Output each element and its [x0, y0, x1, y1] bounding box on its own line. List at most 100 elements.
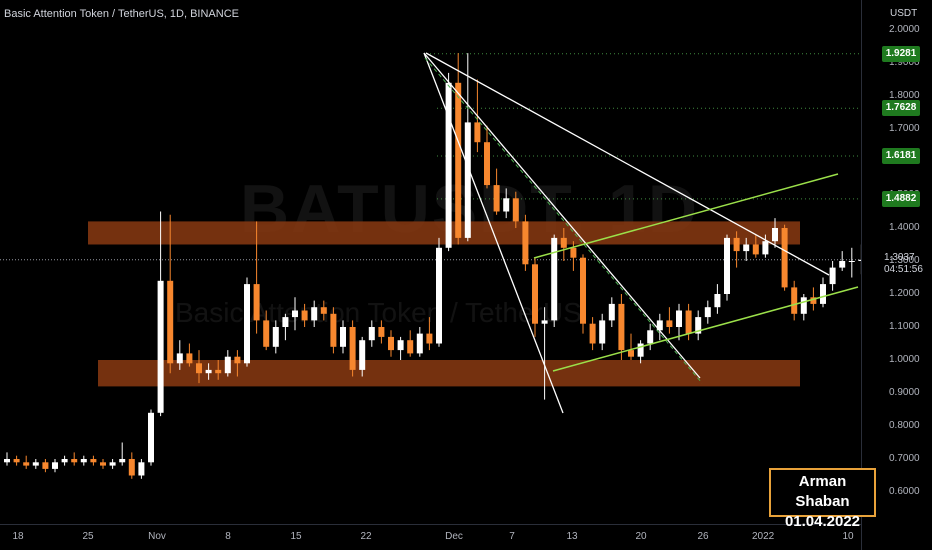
candle-body [695, 317, 702, 334]
candle-body [359, 340, 366, 370]
candle-body [618, 303, 625, 351]
date-axis[interactable]: 18 25 Nov 8 15 22 Dec 7 13 20 26 2022 10 [0, 524, 861, 550]
candle-body [781, 228, 788, 288]
candle-body [397, 340, 404, 351]
date-tick-label: 8 [225, 531, 231, 542]
price-tick-label: 0.9000 [889, 387, 920, 398]
candle-body [4, 459, 10, 463]
candle-body [301, 310, 308, 321]
channel-lower-line [552, 286, 859, 372]
candle-body [378, 327, 385, 337]
price-chart[interactable] [0, 0, 861, 524]
date-tick-label: 18 [12, 531, 24, 542]
author-name: Arman Shaban [795, 473, 850, 510]
fib-level-tag: 1.4882 [882, 190, 920, 207]
trendline-shallow [425, 52, 830, 276]
candle-body [484, 142, 490, 186]
candle-body [167, 280, 174, 364]
candle-body [858, 259, 861, 261]
price-axis[interactable]: 2.00001.90001.80001.70001.60001.50001.40… [861, 0, 932, 550]
last-price-tag: 1.3037 04:51:56 [884, 252, 930, 276]
candle-body [541, 320, 548, 324]
date-tick-label: 2022 [752, 531, 775, 542]
candle-body [71, 459, 78, 463]
candle-body [676, 310, 682, 327]
price-tick-label: 1.8000 [889, 90, 920, 101]
name-watermark: Basic Attention Token / TetherUS [175, 297, 582, 328]
candle-body [436, 247, 442, 344]
candle-body [32, 462, 39, 466]
candle-body [224, 356, 231, 374]
candle-body [551, 237, 558, 321]
candle-body [839, 261, 846, 268]
date-tick-label: 22 [360, 531, 372, 542]
candle-body [474, 122, 481, 143]
candle-body [656, 320, 663, 331]
candle-body [42, 462, 49, 469]
candle-body [493, 185, 500, 212]
candle-body [445, 82, 452, 248]
fib-level-tag: 1.9281 [882, 45, 920, 62]
price-tick-label: 0.7000 [889, 453, 920, 464]
candle-body [13, 459, 20, 463]
author-stamp: Arman Shaban 01.04.2022 [769, 468, 876, 530]
candle-body [628, 350, 634, 357]
candle-body [80, 459, 87, 463]
candle-body [772, 228, 778, 242]
candle-body [704, 307, 711, 318]
candle-body [311, 307, 318, 321]
candle-body [685, 310, 692, 334]
candle-body [743, 244, 750, 252]
trendline-dashed [424, 57, 703, 384]
candle-body [848, 261, 855, 262]
candle-body [800, 297, 807, 314]
price-tick-label: 1.2000 [889, 288, 920, 299]
candle-body [330, 313, 337, 347]
candle-body [119, 459, 126, 463]
candle-body [263, 320, 270, 347]
candle-body [388, 336, 394, 351]
candle-body [320, 307, 327, 314]
candle-body [282, 317, 289, 327]
candle-body [580, 257, 586, 324]
trendline-steep [423, 52, 564, 414]
date-tick-label: 10 [842, 531, 854, 542]
channel-upper-line [533, 173, 839, 259]
candle-countdown: 04:51:56 [884, 264, 923, 275]
candle-body [186, 353, 193, 364]
candle-body [349, 327, 356, 370]
candle-body [157, 280, 164, 413]
price-tick-label: 1.9000 [889, 57, 920, 68]
candle-body [733, 237, 740, 252]
candle-body [532, 264, 538, 324]
candle-body [752, 244, 759, 255]
candle-body [138, 462, 145, 476]
candle-body [292, 310, 298, 318]
resistance-zone [88, 221, 800, 245]
candle-body [666, 320, 673, 327]
price-tick-label: 1.1000 [889, 321, 920, 332]
candle-body [234, 356, 241, 364]
date-tick-label: 13 [566, 531, 578, 542]
candle-body [205, 369, 212, 374]
candle-body [762, 241, 769, 255]
candle-body [522, 221, 529, 265]
candle-body [570, 247, 577, 258]
trendline-medium [423, 52, 701, 379]
candle-body [253, 284, 260, 321]
price-tick-label: 1.3000 [889, 255, 920, 266]
candle-body [724, 237, 730, 294]
candle-body [407, 340, 414, 354]
candle-body [810, 297, 817, 304]
fib-level-tag: 1.7628 [882, 100, 920, 117]
price-tick-label: 1.7000 [889, 123, 920, 134]
date-tick-label: Nov [148, 531, 166, 542]
currency-unit-label: USDT [890, 8, 918, 19]
candle-body [23, 462, 30, 466]
date-tick-label: 26 [697, 531, 709, 542]
candle-body [512, 198, 519, 222]
candle-body [464, 122, 471, 238]
price-tick-label: 0.8000 [889, 420, 920, 431]
candle-body [61, 459, 68, 463]
